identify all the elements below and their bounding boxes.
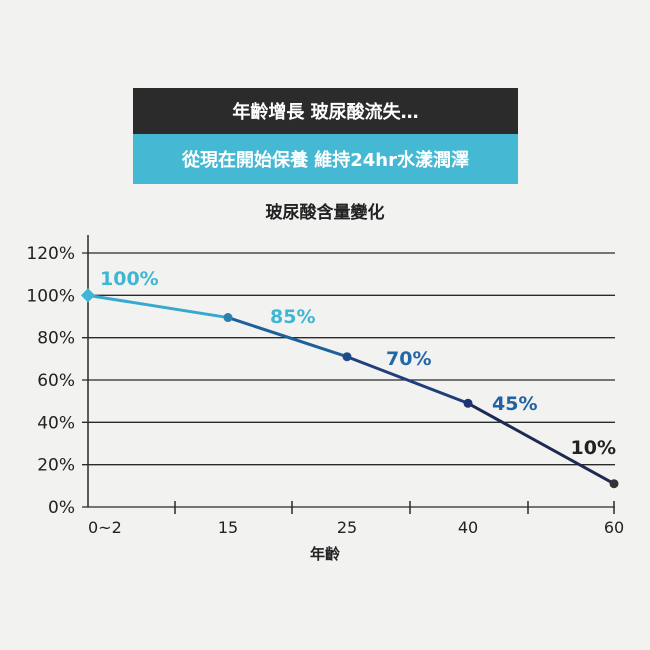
line-segment [86,293,230,320]
x-tick-label: 0~2 [88,518,122,537]
y-tick-label: 60% [37,371,75,391]
data-label: 100% [100,268,159,290]
data-label: 70% [386,348,431,370]
y-tick-label: 120% [26,244,75,264]
banner-care-message: 從現在開始保養 維持24hr水漾潤澤 [133,134,518,184]
x-tick-label: 25 [337,518,357,537]
y-tick-label: 0% [48,498,75,518]
y-tick-label: 40% [37,413,75,433]
chart-title: 玻尿酸含量變化 [265,203,385,223]
y-tick-label: 80% [37,329,75,349]
x-tick-label: 60 [604,518,624,537]
data-point [80,288,96,303]
data-label: 10% [571,437,616,459]
line-segment [226,316,349,359]
data-label: 85% [270,306,315,328]
data-point [223,313,233,323]
x-tick-label: 40 [458,518,478,537]
line-segment [466,401,616,486]
data-point [609,479,619,489]
x-axis-label: 年齡 [310,545,340,563]
y-tick-label: 20% [37,456,75,476]
banner-age-warning: 年齡增長 玻尿酸流失… [133,88,518,134]
y-tick-label: 100% [26,286,75,306]
data-label: 45% [492,393,537,415]
data-point [463,398,473,408]
data-point [342,352,352,362]
line-segment [345,355,470,405]
x-tick-label: 15 [218,518,238,537]
